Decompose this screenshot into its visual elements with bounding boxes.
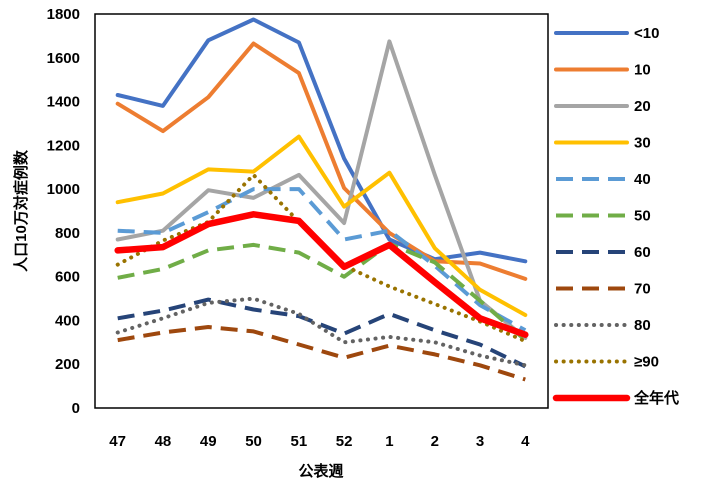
x-axis-title: 公表週 (298, 462, 343, 480)
y-tick-label: 1400 (47, 94, 80, 111)
y-tick-label: 600 (55, 269, 80, 286)
legend-item: 全年代 (552, 389, 679, 407)
y-tick-label: 800 (55, 225, 80, 242)
legend-label: 20 (634, 98, 651, 115)
legend-item: 80 (554, 317, 651, 334)
plot-area-frame (94, 13, 549, 409)
x-tick-label: 48 (155, 433, 172, 450)
series-line-10 (115, 172, 528, 344)
legend-label: 全年代 (633, 389, 679, 407)
legend-label: 60 (634, 244, 651, 261)
x-tick-label: 1 (385, 433, 393, 450)
y-axis-ticks: 0 200 400 600 800 1000 1200 1400 1600 1800 (47, 6, 80, 417)
legend-label: 10 (634, 62, 651, 79)
series-line-7 (117, 297, 527, 369)
legend-label: <10 (634, 25, 659, 42)
y-tick-label: 1200 (47, 137, 80, 154)
y-tick-label: 1000 (47, 181, 80, 198)
legend-item: 30 (554, 135, 651, 152)
y-axis-title: 人口10万対症例数 (12, 149, 30, 272)
legend-item: 20 (554, 98, 651, 115)
series-line-11 (114, 211, 529, 338)
x-tick-label: 52 (336, 433, 353, 450)
series-line-8 (117, 325, 526, 382)
series-line-6 (117, 241, 527, 342)
series-line-1 (115, 17, 528, 264)
legend-item: <10 (554, 25, 659, 42)
x-tick-label: 47 (109, 433, 126, 450)
x-tick-label: 50 (245, 433, 262, 450)
legend-label: 50 (634, 208, 651, 225)
y-tick-label: 200 (55, 356, 80, 373)
x-tick-label: 4 (521, 433, 530, 450)
legend-label: 80 (634, 317, 651, 334)
y-tick-label: 1800 (47, 6, 80, 23)
x-tick-label: 51 (291, 433, 308, 450)
legend-item: 40 (556, 171, 651, 188)
series-layer (114, 17, 529, 382)
y-tick-label: 0 (72, 400, 80, 417)
x-tick-label: 49 (200, 433, 217, 450)
series-line-3 (115, 39, 528, 340)
legend-label: 40 (634, 171, 651, 188)
series-line-5 (117, 187, 527, 333)
y-tick-label: 1600 (47, 50, 80, 67)
series-line-9 (115, 296, 528, 368)
y-tick-label: 400 (55, 312, 80, 329)
legend-label: 70 (634, 281, 651, 298)
legend-item: 70 (556, 281, 651, 298)
legend-item: ≥90 (554, 354, 659, 371)
series-line-4 (115, 134, 528, 317)
x-axis-ticks: 47 48 49 50 51 52 1 2 3 4 (109, 433, 530, 450)
legend-item: 10 (554, 62, 651, 79)
legend-item: 60 (556, 244, 651, 261)
legend: <10 10 20 30 40 50 60 70 80 ≥90 全年代 (552, 25, 679, 407)
x-tick-label: 2 (431, 433, 439, 450)
x-tick-label: 3 (476, 433, 484, 450)
legend-label: ≥90 (634, 354, 659, 371)
legend-label: 30 (634, 135, 651, 152)
legend-item: 50 (556, 208, 651, 225)
series-line-2 (115, 41, 528, 281)
